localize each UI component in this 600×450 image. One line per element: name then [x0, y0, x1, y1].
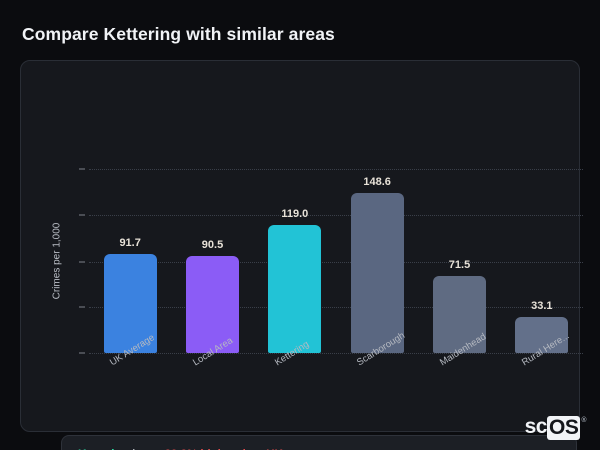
page-title: Compare Kettering with similar areas	[22, 24, 335, 44]
y-tick-mark	[79, 352, 85, 354]
bar-group[interactable]: 148.6	[350, 176, 404, 353]
y-tick-mark	[79, 214, 85, 216]
gridline	[89, 353, 583, 354]
y-tick-mark	[79, 306, 85, 308]
gridline	[89, 261, 583, 263]
bar-value-label: 119.0	[281, 207, 309, 220]
y-axis-title: Crimes per 1,000	[51, 222, 63, 300]
gridline	[89, 306, 583, 308]
bar-group[interactable]: 90.5	[186, 239, 239, 353]
bar-rect[interactable]	[350, 193, 404, 353]
gridline	[89, 169, 583, 170]
bar-group[interactable]: 119.0	[268, 207, 322, 353]
scos-logo: sc OS ®	[525, 416, 586, 440]
logo-text-os: OS	[546, 416, 581, 440]
bar-rect[interactable]	[103, 254, 157, 353]
bar-rect[interactable]	[515, 317, 569, 353]
y-tick-mark	[79, 261, 85, 263]
bar-value-label: 71.5	[448, 259, 471, 272]
bar-value-label: 33.1	[531, 300, 553, 313]
bar-rect[interactable]	[433, 276, 486, 353]
bar-group[interactable]: 33.1	[515, 300, 569, 353]
gridline	[89, 215, 583, 217]
bar-rect[interactable]	[268, 224, 322, 353]
logo-text-sc: sc	[524, 415, 548, 438]
bar-rect[interactable]	[186, 255, 239, 353]
y-tick-mark	[79, 168, 85, 170]
chart-card: Crimes per 1,000 04385128171 91.790.5119…	[20, 60, 583, 450]
bar-value-label: 90.5	[201, 238, 224, 251]
bar-value-label: 148.6	[363, 176, 391, 189]
bar-group[interactable]: 71.5	[433, 259, 486, 353]
bar-value-label: 91.7	[119, 237, 141, 250]
comparison-note: Kettering has a 29.8% higher than UK ave…	[61, 435, 577, 450]
registered-trademark-icon: ®	[581, 417, 586, 424]
bar-group[interactable]: 91.7	[103, 237, 157, 353]
